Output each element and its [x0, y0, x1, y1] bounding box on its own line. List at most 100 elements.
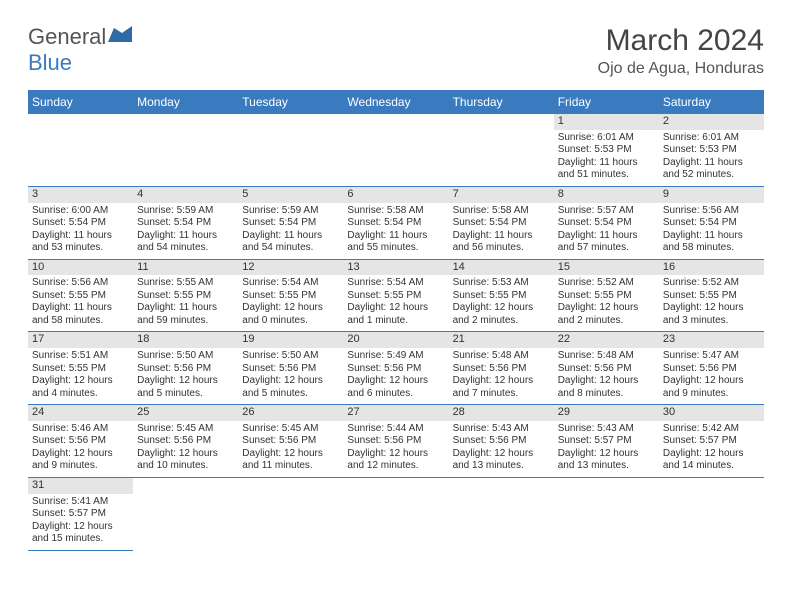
sunrise-line: Sunrise: 5:44 AM: [347, 423, 444, 436]
day-cell: [238, 477, 343, 550]
sunrise-line: Sunrise: 5:57 AM: [558, 205, 655, 218]
day-number: 21: [449, 332, 554, 348]
sunrise-line: Sunrise: 5:53 AM: [453, 277, 550, 290]
day-cell: [133, 114, 238, 186]
day-cell: [659, 477, 764, 550]
month-title: March 2024: [598, 24, 764, 58]
sunrise-line: Sunrise: 5:41 AM: [32, 496, 129, 509]
sunset-line: Sunset: 5:54 PM: [347, 217, 444, 230]
daylight-line: Daylight: 11 hours and 58 minutes.: [663, 230, 760, 255]
sunset-line: Sunset: 5:56 PM: [453, 435, 550, 448]
day-number: 3: [28, 187, 133, 203]
sunset-line: Sunset: 5:57 PM: [558, 435, 655, 448]
day-number: 27: [343, 405, 448, 421]
day-number: 8: [554, 187, 659, 203]
day-number: 28: [449, 405, 554, 421]
daylight-line: Daylight: 11 hours and 56 minutes.: [453, 230, 550, 255]
sunset-line: Sunset: 5:54 PM: [663, 217, 760, 230]
day-number: 6: [343, 187, 448, 203]
daylight-line: Daylight: 12 hours and 0 minutes.: [242, 302, 339, 327]
daylight-line: Daylight: 11 hours and 59 minutes.: [137, 302, 234, 327]
day-cell: 21Sunrise: 5:48 AMSunset: 5:56 PMDayligh…: [449, 332, 554, 405]
day-number: 24: [28, 405, 133, 421]
day-cell: [28, 114, 133, 186]
day-header: Wednesday: [343, 90, 448, 114]
title-block: March 2024 Ojo de Agua, Honduras: [598, 24, 764, 78]
location: Ojo de Agua, Honduras: [598, 60, 764, 78]
daylight-line: Daylight: 12 hours and 10 minutes.: [137, 448, 234, 473]
sunset-line: Sunset: 5:56 PM: [242, 363, 339, 376]
day-cell: 26 Sunrise: 5:45 AMSunset: 5:56 PMDayligh…: [238, 405, 343, 478]
day-number: 12: [238, 260, 343, 276]
header: General Blue March 2024 Ojo de Agua, Hon…: [28, 24, 764, 78]
sunrise-line: Sunrise: 5:54 AM: [347, 277, 444, 290]
day-number: 23: [659, 332, 764, 348]
day-cell: 7Sunrise: 5:58 AMSunset: 5:54 PMDaylight…: [449, 186, 554, 259]
day-number: 13: [343, 260, 448, 276]
sunrise-line: Sunrise: 5:56 AM: [32, 277, 129, 290]
sunset-line: Sunset: 5:56 PM: [137, 363, 234, 376]
day-number: 11: [133, 260, 238, 276]
daylight-line: Daylight: 12 hours and 15 minutes.: [32, 521, 129, 546]
sunset-line: Sunset: 5:57 PM: [32, 508, 129, 521]
day-cell: 20Sunrise: 5:49 AMSunset: 5:56 PMDayligh…: [343, 332, 448, 405]
sunset-line: Sunset: 5:56 PM: [347, 435, 444, 448]
daylight-line: Daylight: 11 hours and 57 minutes.: [558, 230, 655, 255]
day-cell: 25Sunrise: 5:45 AMSunset: 5:56 PMDayligh…: [133, 405, 238, 478]
sunset-line: Sunset: 5:55 PM: [453, 290, 550, 303]
day-cell: 27 Sunrise: 5:44 AMSunset: 5:56 PMDayligh…: [343, 405, 448, 478]
day-cell: [449, 114, 554, 186]
sunrise-line: Sunrise: 5:45 AM: [242, 423, 339, 436]
sunset-line: Sunset: 5:57 PM: [663, 435, 760, 448]
sunrise-line: Sunrise: 5:55 AM: [137, 277, 234, 290]
daylight-line: Daylight: 12 hours and 11 minutes.: [242, 448, 339, 473]
sunrise-line: Sunrise: 5:43 AM: [453, 423, 550, 436]
sunrise-line: Sunrise: 5:58 AM: [347, 205, 444, 218]
day-number: 17: [28, 332, 133, 348]
day-header-row: SundayMondayTuesdayWednesdayThursdayFrid…: [28, 90, 764, 114]
day-cell: 13Sunrise: 5:54 AMSunset: 5:55 PMDayligh…: [343, 259, 448, 332]
week-row: 10Sunrise: 5:56 AMSunset: 5:55 PMDayligh…: [28, 259, 764, 332]
calendar-body: 1Sunrise: 6:01 AMSunset: 5:53 PMDaylight…: [28, 114, 764, 550]
day-cell: 2Sunrise: 6:01 AMSunset: 5:53 PMDaylight…: [659, 114, 764, 186]
logo-word-blue: Blue: [28, 50, 72, 75]
day-cell: 15Sunrise: 5:52 AMSunset: 5:55 PMDayligh…: [554, 259, 659, 332]
day-cell: 1Sunrise: 6:01 AMSunset: 5:53 PMDaylight…: [554, 114, 659, 186]
daylight-line: Daylight: 12 hours and 2 minutes.: [558, 302, 655, 327]
day-cell: 28Sunrise: 5:43 AMSunset: 5:56 PMDayligh…: [449, 405, 554, 478]
daylight-line: Daylight: 11 hours and 54 minutes.: [137, 230, 234, 255]
sunset-line: Sunset: 5:56 PM: [242, 435, 339, 448]
day-number: 9: [659, 187, 764, 203]
sunrise-line: Sunrise: 6:00 AM: [32, 205, 129, 218]
day-cell: 8 Sunrise: 5:57 AMSunset: 5:54 PMDaylight…: [554, 186, 659, 259]
sunset-line: Sunset: 5:54 PM: [32, 217, 129, 230]
daylight-line: Daylight: 12 hours and 9 minutes.: [32, 448, 129, 473]
day-number: 26: [238, 405, 343, 421]
daylight-line: Daylight: 11 hours and 58 minutes.: [32, 302, 129, 327]
logo-text: General Blue: [28, 24, 134, 76]
sunrise-line: Sunrise: 5:43 AM: [558, 423, 655, 436]
week-row: 1Sunrise: 6:01 AMSunset: 5:53 PMDaylight…: [28, 114, 764, 186]
day-cell: 11Sunrise: 5:55 AMSunset: 5:55 PMDayligh…: [133, 259, 238, 332]
day-cell: 22Sunrise: 5:48 AMSunset: 5:56 PMDayligh…: [554, 332, 659, 405]
sunset-line: Sunset: 5:56 PM: [453, 363, 550, 376]
sunrise-line: Sunrise: 5:47 AM: [663, 350, 760, 363]
sunrise-line: Sunrise: 5:48 AM: [453, 350, 550, 363]
sunset-line: Sunset: 5:55 PM: [347, 290, 444, 303]
sunrise-line: Sunrise: 5:56 AM: [663, 205, 760, 218]
daylight-line: Daylight: 12 hours and 3 minutes.: [663, 302, 760, 327]
day-cell: 17Sunrise: 5:51 AMSunset: 5:55 PMDayligh…: [28, 332, 133, 405]
sunset-line: Sunset: 5:54 PM: [558, 217, 655, 230]
day-number: 22: [554, 332, 659, 348]
daylight-line: Daylight: 12 hours and 12 minutes.: [347, 448, 444, 473]
day-number: 2: [659, 114, 764, 130]
sunrise-line: Sunrise: 5:52 AM: [663, 277, 760, 290]
day-header: Tuesday: [238, 90, 343, 114]
sunrise-line: Sunrise: 5:48 AM: [558, 350, 655, 363]
day-cell: [449, 477, 554, 550]
sunset-line: Sunset: 5:56 PM: [558, 363, 655, 376]
daylight-line: Daylight: 12 hours and 4 minutes.: [32, 375, 129, 400]
sunset-line: Sunset: 5:54 PM: [137, 217, 234, 230]
sunrise-line: Sunrise: 5:42 AM: [663, 423, 760, 436]
sunset-line: Sunset: 5:56 PM: [347, 363, 444, 376]
